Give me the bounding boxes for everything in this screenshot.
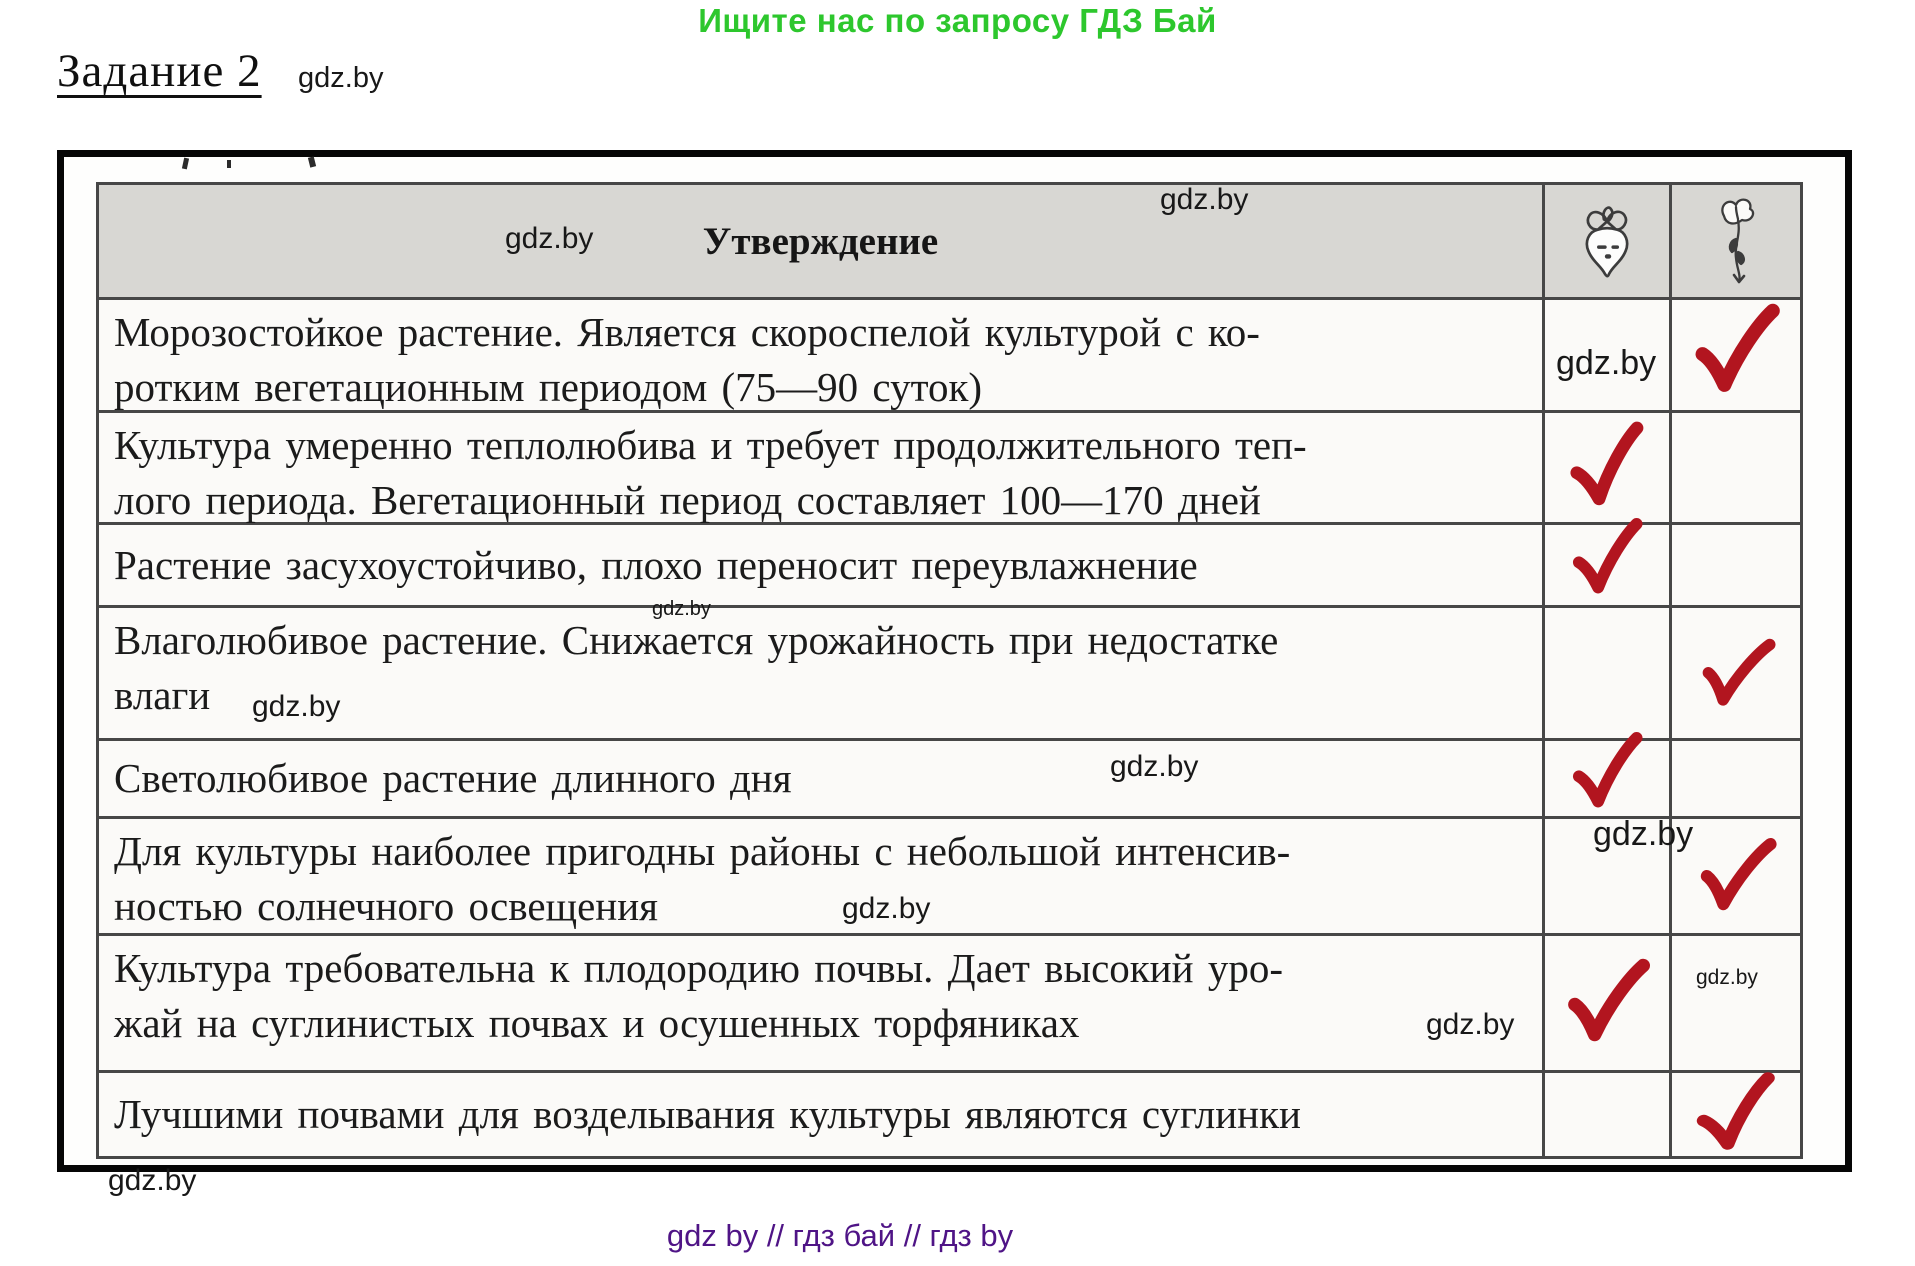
statement-text: Лучшими почвами для возделывания культур… <box>99 1073 1545 1156</box>
checkmark-icon <box>1693 827 1779 925</box>
statement-text: Для культуры наиболее пригодны районы с … <box>99 819 1545 936</box>
promo-banner-text: Ищите нас по запросу ГДЗ Бай <box>698 2 1217 39</box>
answer-cell-flax <box>1672 1073 1800 1156</box>
watermark: gdz.by <box>842 892 931 925</box>
answer-cell-flax <box>1672 413 1800 525</box>
statement-text: Светолюбивое растение длинного дня <box>99 741 1545 819</box>
statement-column-label: Утверждение <box>702 219 939 263</box>
answer-cell-root-crop <box>1545 413 1672 525</box>
statement-text: Культура требовательна к плодородию почв… <box>99 936 1545 1073</box>
answer-cell-flax <box>1672 300 1800 413</box>
answer-cell-flax <box>1672 936 1800 1073</box>
checkmark-icon <box>1565 418 1650 516</box>
footer-site-text: gdz by // гдз бай // гдз by <box>666 1218 1014 1253</box>
watermark: gdz.by <box>1556 344 1657 382</box>
answer-cell-root-crop <box>1545 525 1672 608</box>
scan-artifact <box>227 160 231 168</box>
watermark: gdz.by <box>1593 815 1694 853</box>
answer-cell-root-crop <box>1545 741 1672 819</box>
watermark: gdz.by <box>652 598 711 620</box>
answer-cell-flax <box>1672 608 1800 741</box>
answer-cell-root-crop <box>1545 1073 1672 1156</box>
answer-cell-flax <box>1672 741 1800 819</box>
answer-cell-root-crop <box>1545 608 1672 741</box>
watermark: gdz.by <box>252 690 341 723</box>
answer-cell-root-crop <box>1545 300 1672 413</box>
answer-cell-root-crop <box>1545 936 1672 1073</box>
checkmark-icon <box>1694 625 1778 720</box>
header-flax-cell <box>1672 185 1800 300</box>
watermark: gdz.by <box>505 222 594 255</box>
watermark: gdz.by <box>1696 966 1758 989</box>
header-statement-cell: Утверждение <box>99 185 1545 300</box>
statement-text: Культура умеренно теплолюбива и требует … <box>99 413 1545 525</box>
answer-cell-flax <box>1672 819 1800 936</box>
watermark: gdz.by <box>108 1164 197 1197</box>
flax-flower-icon <box>1721 198 1755 284</box>
statement-text: Растение засухоустойчиво, плохо переноси… <box>99 525 1545 608</box>
statements-table: Утверждение Морозостойкое растение. Явля… <box>96 182 1803 1159</box>
watermark: gdz.by <box>298 62 384 94</box>
checkmark-icon <box>1570 729 1644 816</box>
root-crop-icon <box>1576 204 1638 278</box>
header-root-crop-cell <box>1545 185 1672 300</box>
statement-text: Морозостойкое растение. Является скоросп… <box>99 300 1545 413</box>
answer-cell-flax <box>1672 525 1800 608</box>
checkmark-icon <box>1570 515 1644 602</box>
answer-cell-root-crop <box>1545 819 1672 936</box>
checkmark-icon <box>1690 1068 1782 1160</box>
checkmark-icon <box>1690 298 1782 405</box>
statement-text: Влаголюбивое растение. Снижается урожайн… <box>99 608 1545 741</box>
watermark: gdz.by <box>1426 1008 1515 1041</box>
watermark: gdz.by <box>1160 183 1249 216</box>
page-title: Задание 2 <box>57 45 262 97</box>
watermark: gdz.by <box>1110 750 1199 783</box>
checkmark-icon <box>1562 951 1653 1056</box>
